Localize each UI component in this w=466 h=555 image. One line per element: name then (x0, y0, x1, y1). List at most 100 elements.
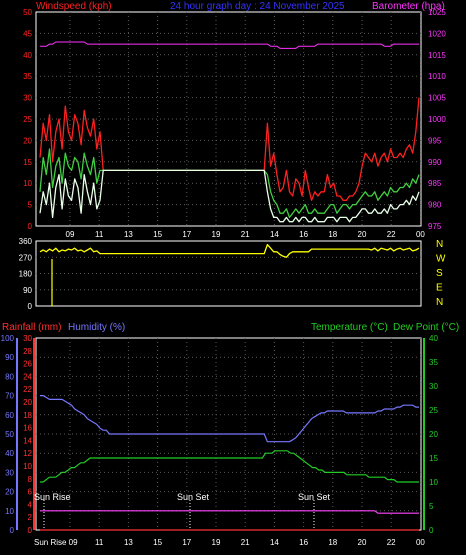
wind-tick-label: 10 (23, 179, 32, 188)
rain-tick-label: 26 (23, 360, 32, 369)
series-humidity (40, 395, 419, 443)
direction-tick-label: 90 (23, 286, 32, 295)
humidity-tick-label: 90 (5, 353, 14, 362)
top-x-tick-label: 15 (153, 230, 162, 239)
rain-tick-label: 18 (23, 411, 32, 420)
direction-tick-label: 180 (19, 270, 33, 279)
bottom-x-tick-label: 00 (416, 538, 425, 547)
top-x-tick-label: 00 (416, 230, 425, 239)
top-x-tick-label: 14 (270, 230, 279, 239)
dewpoint-title: Dew Point (°C) (393, 322, 459, 333)
barometer-tick-label: 1015 (428, 51, 446, 60)
bottom-x-tick-label: 16 (299, 538, 308, 547)
rain-tick-label: 10 (23, 462, 32, 471)
barometer-tick-label: 975 (428, 222, 442, 231)
rain-tick-label: 14 (23, 436, 32, 445)
compass-label: N (436, 239, 443, 250)
sun-rise-label: Sun Rise (34, 492, 71, 502)
wind-tick-label: 25 (23, 115, 32, 124)
direction-tick-label: 270 (19, 253, 33, 262)
barometer-tick-label: 1010 (428, 72, 446, 81)
top-x-tick-label: 17 (182, 230, 191, 239)
wind-tick-label: 35 (23, 72, 32, 81)
top-x-tick-label: 19 (212, 230, 221, 239)
compass-label: S (436, 268, 443, 279)
top-x-tick-label: 13 (124, 230, 133, 239)
series-temperature (40, 450, 419, 483)
bottom-x-tick-label: 21 (241, 538, 250, 547)
humidity-tick-label: 70 (5, 392, 14, 401)
wind-tick-label: 0 (28, 222, 33, 231)
barometer-tick-label: 1025 (428, 8, 446, 17)
wind-barometer-panel: 0510152025303540455097598098599099510001… (23, 8, 446, 239)
wind-tick-label: 40 (23, 51, 32, 60)
temperature-tick-label: 30 (429, 382, 438, 391)
rain-tick-label: 0 (28, 526, 33, 535)
bottom-x-tick-label: 13 (124, 538, 133, 547)
humidity-tick-label: 0 (10, 526, 15, 535)
series-wind-direction (39, 243, 420, 258)
sun-set-label-2: Sun Set (298, 492, 331, 502)
humidity-tick-label: 60 (5, 411, 14, 420)
rain-tick-label: 24 (23, 372, 32, 381)
bottom-x-tick-label: 15 (153, 538, 162, 547)
temperature-tick-label: 5 (429, 502, 434, 511)
rain-tick-label: 12 (23, 449, 32, 458)
wind-tick-label: 50 (23, 8, 32, 17)
wind-tick-label: 20 (23, 136, 32, 145)
rain-tick-label: 22 (23, 385, 32, 394)
rainfall-title: Rainfall (mm) (2, 322, 61, 333)
barometer-tick-label: 1000 (428, 115, 446, 124)
humidity-tick-label: 50 (5, 430, 14, 439)
barometer-tick-label: 995 (428, 136, 442, 145)
barometer-tick-label: 1020 (428, 29, 446, 38)
series-barometer (40, 41, 419, 49)
humidity-tick-label: 30 (5, 468, 14, 477)
rain-tick-label: 4 (28, 500, 33, 509)
rain-tick-label: 8 (28, 475, 33, 484)
rain-tick-label: 6 (28, 488, 33, 497)
barometer-tick-label: 1005 (428, 94, 446, 103)
compass-label: N (436, 297, 443, 308)
windspeed-title: Windspeed (kph) (36, 1, 112, 12)
barometer-tick-label: 990 (428, 158, 442, 167)
temperature-tick-label: 35 (429, 358, 438, 367)
top-x-tick-label: 20 (358, 230, 367, 239)
compass-label: W (436, 254, 446, 265)
top-x-tick-label: 09 (66, 230, 75, 239)
temperature-tick-label: 40 (429, 334, 438, 343)
bottom-x-tick-label: 22 (387, 538, 396, 547)
bottom-x-tick-label: 20 (358, 538, 367, 547)
rain-tick-label: 16 (23, 424, 32, 433)
rain-tick-label: 20 (23, 398, 32, 407)
humidity-tick-label: 20 (5, 488, 14, 497)
series-dew-point (40, 510, 419, 514)
top-x-tick-label: 18 (328, 230, 337, 239)
humidity-temperature-panel: 0102030405060708090100024681012141618202… (1, 334, 439, 547)
top-x-tick-label: 22 (387, 230, 396, 239)
barometer-tick-label: 980 (428, 201, 442, 210)
temperature-tick-label: 25 (429, 406, 438, 415)
rain-tick-label: 2 (28, 513, 33, 522)
compass-label: E (436, 283, 443, 294)
temperature-tick-label: 20 (429, 430, 438, 439)
humidity-tick-label: 40 (5, 449, 14, 458)
chart-title: 24 hour graph day : 24 November 2025 (170, 1, 345, 12)
bottom-x-tick-label: 18 (328, 538, 337, 547)
temperature-tick-label: 0 (429, 526, 434, 535)
rain-tick-label: 28 (23, 347, 32, 356)
top-x-tick-label: 21 (241, 230, 250, 239)
wind-tick-label: 30 (23, 94, 32, 103)
bottom-x-tick-label: 19 (212, 538, 221, 547)
wind-tick-label: 15 (23, 158, 32, 167)
bottom-x-tick-label: 14 (270, 538, 279, 547)
humidity-tick-label: 100 (1, 334, 15, 343)
sun-set-label-1: Sun Set (177, 492, 210, 502)
humidity-title: Humidity (%) (68, 322, 125, 333)
humidity-tick-label: 10 (5, 507, 14, 516)
rain-tick-label: 30 (23, 334, 32, 343)
barometer-tick-label: 985 (428, 179, 442, 188)
